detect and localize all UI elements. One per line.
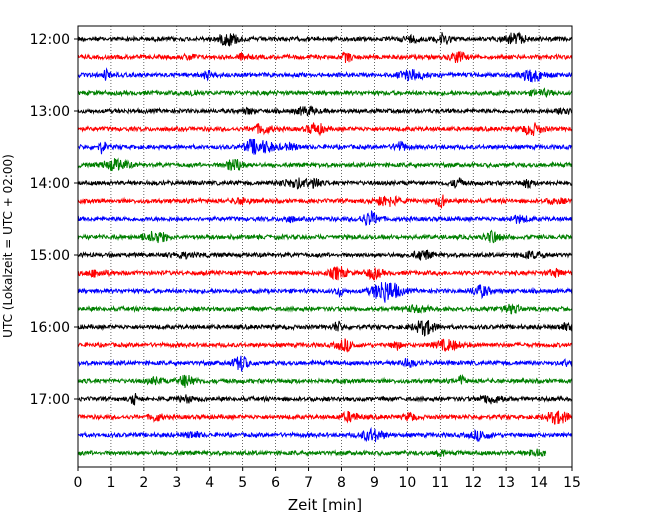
trace-1315 [77, 122, 573, 137]
x-tick-label: 9 [370, 475, 379, 491]
x-tick-label: 14 [530, 475, 548, 491]
y-tick-label: 16:00 [30, 320, 70, 336]
trace-1230 [77, 67, 573, 83]
y-tick-label: 15:00 [30, 248, 70, 264]
y-axis-ticks: 12:00 13:00 14:00 15:00 16:00 17:00 [30, 32, 78, 408]
x-tick-label: 4 [205, 475, 214, 491]
trace-1600 [77, 320, 573, 337]
trace-1530 [77, 282, 573, 303]
trace-1645 [77, 373, 573, 388]
x-tick-label: 8 [337, 475, 346, 491]
x-tick-label: 0 [74, 475, 83, 491]
x-tick-label: 15 [563, 475, 581, 491]
x-tick-label: 3 [172, 475, 181, 491]
x-tick-label: 10 [398, 475, 416, 491]
trace-1715 [77, 410, 572, 425]
trace-1515 [77, 266, 573, 281]
y-tick-label: 17:00 [30, 392, 70, 408]
trace-1330 [77, 138, 573, 156]
x-axis-label: Zeit [min] [288, 496, 362, 514]
trace-1215 [77, 50, 573, 64]
x-axis-ticks: 0 1 2 3 4 5 6 7 8 9 10 11 12 13 14 15 [74, 467, 581, 491]
trace-1430 [77, 209, 573, 226]
trace-1415 [77, 194, 573, 209]
trace-1545 [77, 303, 573, 315]
x-tick-label: 12 [464, 475, 482, 491]
x-tick-label: 6 [271, 475, 280, 491]
y-tick-label: 13:00 [30, 104, 70, 120]
trace-1745 [77, 448, 547, 458]
trace-1300 [77, 105, 573, 117]
x-tick-label: 13 [497, 475, 515, 491]
trace-1445 [77, 229, 573, 244]
x-tick-label: 11 [431, 475, 449, 491]
trace-1615 [77, 338, 573, 353]
trace-layer [77, 31, 573, 458]
plot-frame [77, 25, 573, 468]
y-tick-label: 14:00 [30, 176, 70, 192]
trace-1245 [77, 87, 573, 98]
trace-1345 [77, 157, 573, 172]
y-axis-label: UTC (Lokalzeit = UTC + 02:00) [1, 154, 15, 338]
x-tick-label: 7 [304, 475, 313, 491]
trace-1630 [77, 355, 573, 372]
trace-1700 [77, 392, 573, 406]
trace-1730 [77, 426, 573, 443]
x-tick-label: 5 [238, 475, 247, 491]
trace-1400 [77, 177, 573, 190]
trace-1200 [77, 31, 573, 47]
y-tick-label: 12:00 [30, 32, 70, 48]
x-tick-label: 2 [139, 475, 148, 491]
trace-1500 [77, 249, 573, 261]
x-tick-label: 1 [106, 475, 115, 491]
